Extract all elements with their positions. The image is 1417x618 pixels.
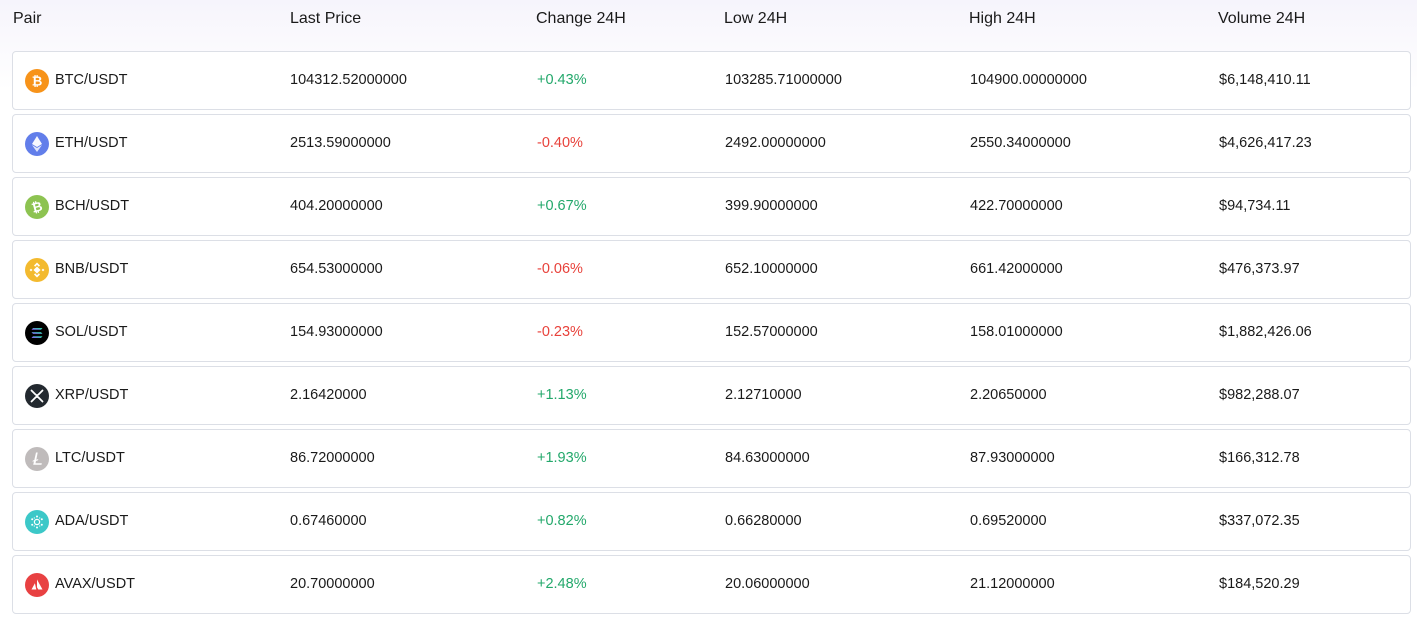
header-high-24h[interactable]: High 24H <box>969 10 1036 27</box>
change-24h: +2.48% <box>537 576 587 592</box>
volume-24h: $4,626,417.23 <box>1219 135 1312 151</box>
table-row[interactable]: ₿ BCH/USDT 404.20000000 +0.67% 399.90000… <box>12 177 1411 236</box>
ltc-icon <box>25 446 49 471</box>
pair-cell: ETH/USDT <box>25 115 128 172</box>
table-header: Pair Last Price Change 24H Low 24H High … <box>0 0 1417 40</box>
high-24h: 422.70000000 <box>970 198 1063 214</box>
pair-cell: ADA/USDT <box>25 493 128 550</box>
high-24h: 87.93000000 <box>970 450 1055 466</box>
table-row[interactable]: ETH/USDT 2513.59000000 -0.40% 2492.00000… <box>12 114 1411 173</box>
last-price: 0.67460000 <box>290 513 367 529</box>
volume-24h: $6,148,410.11 <box>1219 72 1311 88</box>
volume-24h: $337,072.35 <box>1219 513 1300 529</box>
pair-name: BNB/USDT <box>55 261 129 277</box>
low-24h: 20.06000000 <box>725 576 810 592</box>
pair-name: ETH/USDT <box>55 135 128 151</box>
pair-name: SOL/USDT <box>55 324 128 340</box>
last-price: 654.53000000 <box>290 261 383 277</box>
change-24h: -0.23% <box>537 324 583 340</box>
high-24h: 0.69520000 <box>970 513 1047 529</box>
high-24h: 2.20650000 <box>970 387 1047 403</box>
change-24h: -0.40% <box>537 135 583 151</box>
table-row[interactable]: LTC/USDT 86.72000000 +1.93% 84.63000000 … <box>12 429 1411 488</box>
pair-cell: ₿ BCH/USDT <box>25 178 129 235</box>
svg-text:₿: ₿ <box>30 199 44 216</box>
low-24h: 652.10000000 <box>725 261 818 277</box>
pair-cell: XRP/USDT <box>25 367 128 424</box>
bnb-icon <box>25 257 49 282</box>
low-24h: 2492.00000000 <box>725 135 826 151</box>
change-24h: +0.82% <box>537 513 587 529</box>
table-row[interactable]: XRP/USDT 2.16420000 +1.13% 2.12710000 2.… <box>12 366 1411 425</box>
change-24h: +1.93% <box>537 450 587 466</box>
volume-24h: $1,882,426.06 <box>1219 324 1312 340</box>
high-24h: 158.01000000 <box>970 324 1063 340</box>
pair-cell: LTC/USDT <box>25 430 125 487</box>
low-24h: 2.12710000 <box>725 387 802 403</box>
header-low-24h[interactable]: Low 24H <box>724 10 788 27</box>
table-row[interactable]: ₿ BTC/USDT 104312.52000000 +0.43% 103285… <box>12 51 1411 110</box>
table-row[interactable]: AVAX/USDT 20.70000000 +2.48% 20.06000000… <box>12 555 1411 614</box>
last-price: 104312.52000000 <box>290 72 407 88</box>
last-price: 2.16420000 <box>290 387 367 403</box>
volume-24h: $94,734.11 <box>1219 198 1291 214</box>
ada-icon <box>25 509 49 534</box>
header-pair[interactable]: Pair <box>13 10 42 27</box>
volume-24h: $184,520.29 <box>1219 576 1300 592</box>
header-change-24h[interactable]: Change 24H <box>536 10 626 27</box>
change-24h: +1.13% <box>537 387 587 403</box>
header-volume-24h[interactable]: Volume 24H <box>1218 10 1306 27</box>
last-price: 86.72000000 <box>290 450 375 466</box>
svg-text:₿: ₿ <box>32 74 43 89</box>
high-24h: 104900.00000000 <box>970 72 1087 88</box>
avax-icon <box>25 572 49 597</box>
btc-icon: ₿ <box>25 68 49 93</box>
pair-name: AVAX/USDT <box>55 576 136 592</box>
low-24h: 103285.71000000 <box>725 72 842 88</box>
high-24h: 21.12000000 <box>970 576 1055 592</box>
last-price: 154.93000000 <box>290 324 383 340</box>
header-last-price[interactable]: Last Price <box>290 10 362 27</box>
low-24h: 399.90000000 <box>725 198 818 214</box>
table-row[interactable]: BNB/USDT 654.53000000 -0.06% 652.1000000… <box>12 240 1411 299</box>
low-24h: 0.66280000 <box>725 513 802 529</box>
table-row[interactable]: SOL/USDT 154.93000000 -0.23% 152.5700000… <box>12 303 1411 362</box>
pair-name: BCH/USDT <box>55 198 130 214</box>
high-24h: 661.42000000 <box>970 261 1063 277</box>
change-24h: +0.67% <box>537 198 587 214</box>
low-24h: 152.57000000 <box>725 324 818 340</box>
xrp-icon <box>25 383 49 408</box>
volume-24h: $982,288.07 <box>1219 387 1300 403</box>
low-24h: 84.63000000 <box>725 450 810 466</box>
volume-24h: $476,373.97 <box>1219 261 1300 277</box>
high-24h: 2550.34000000 <box>970 135 1071 151</box>
table-row[interactable]: ADA/USDT 0.67460000 +0.82% 0.66280000 0.… <box>12 492 1411 551</box>
last-price: 20.70000000 <box>290 576 375 592</box>
last-price: 404.20000000 <box>290 198 383 214</box>
pair-name: XRP/USDT <box>55 387 129 403</box>
eth-icon <box>25 131 49 156</box>
change-24h: -0.06% <box>537 261 583 277</box>
sol-icon <box>25 320 49 345</box>
pair-name: ADA/USDT <box>55 513 129 529</box>
pair-cell: AVAX/USDT <box>25 556 135 613</box>
pair-name: LTC/USDT <box>55 450 125 466</box>
change-24h: +0.43% <box>537 72 587 88</box>
volume-24h: $166,312.78 <box>1219 450 1300 466</box>
pair-name: BTC/USDT <box>55 72 128 88</box>
bch-icon: ₿ <box>25 194 49 219</box>
pair-cell: ₿ BTC/USDT <box>25 52 128 109</box>
market-table: ₿ BTC/USDT 104312.52000000 +0.43% 103285… <box>12 51 1411 618</box>
last-price: 2513.59000000 <box>290 135 391 151</box>
pair-cell: BNB/USDT <box>25 241 128 298</box>
pair-cell: SOL/USDT <box>25 304 128 361</box>
